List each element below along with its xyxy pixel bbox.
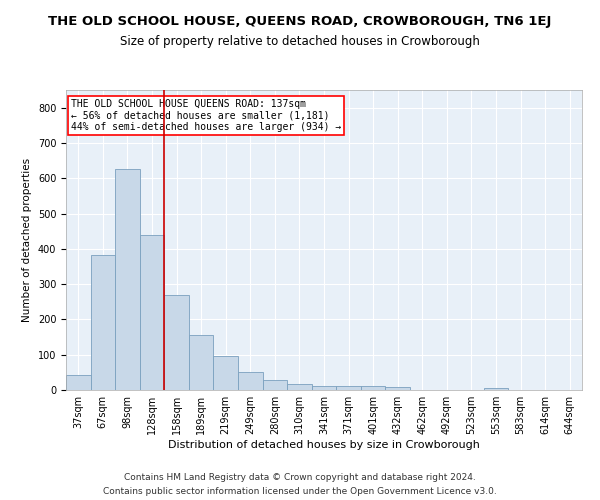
Text: THE OLD SCHOOL HOUSE, QUEENS ROAD, CROWBOROUGH, TN6 1EJ: THE OLD SCHOOL HOUSE, QUEENS ROAD, CROWB…	[49, 15, 551, 28]
Bar	[263, 380, 287, 390]
Bar	[140, 236, 164, 390]
Bar	[164, 296, 189, 390]
Text: Contains public sector information licensed under the Open Government Licence v3: Contains public sector information licen…	[103, 488, 497, 496]
Bar	[66, 375, 91, 390]
Bar	[361, 386, 385, 390]
X-axis label: Distribution of detached houses by size in Crowborough: Distribution of detached houses by size …	[168, 440, 480, 450]
Text: Size of property relative to detached houses in Crowborough: Size of property relative to detached ho…	[120, 35, 480, 48]
Bar	[238, 372, 263, 390]
Bar	[312, 386, 336, 390]
Y-axis label: Number of detached properties: Number of detached properties	[22, 158, 32, 322]
Bar	[214, 356, 238, 390]
Bar	[91, 255, 115, 390]
Bar	[189, 336, 214, 390]
Text: THE OLD SCHOOL HOUSE QUEENS ROAD: 137sqm
← 56% of detached houses are smaller (1: THE OLD SCHOOL HOUSE QUEENS ROAD: 137sqm…	[71, 99, 341, 132]
Bar	[484, 388, 508, 390]
Text: Contains HM Land Registry data © Crown copyright and database right 2024.: Contains HM Land Registry data © Crown c…	[124, 472, 476, 482]
Bar	[336, 386, 361, 390]
Bar	[385, 387, 410, 390]
Bar	[115, 170, 140, 390]
Bar	[287, 384, 312, 390]
